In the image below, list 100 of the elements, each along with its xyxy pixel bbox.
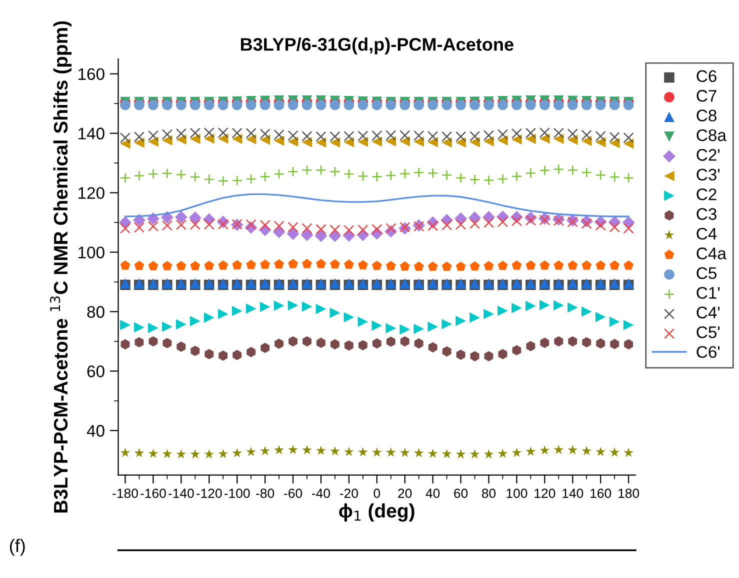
point <box>581 167 592 178</box>
point <box>302 258 312 268</box>
point <box>581 130 592 140</box>
point <box>483 217 494 228</box>
point <box>484 308 494 320</box>
point <box>260 220 270 230</box>
point <box>442 262 452 271</box>
point <box>567 134 578 145</box>
point <box>314 230 328 242</box>
point <box>469 218 480 229</box>
point <box>134 138 144 148</box>
point <box>302 130 312 142</box>
point <box>134 337 144 348</box>
point <box>344 340 354 351</box>
point <box>344 312 354 322</box>
point <box>483 174 494 186</box>
point <box>525 128 536 138</box>
point <box>316 224 326 235</box>
point <box>204 312 214 323</box>
point <box>188 211 202 224</box>
point <box>218 218 228 230</box>
point <box>246 304 256 314</box>
point <box>232 134 242 144</box>
point <box>134 260 144 270</box>
y-tick-label: 80 <box>87 306 104 318</box>
point <box>120 339 130 350</box>
point <box>554 444 564 454</box>
point <box>414 448 424 458</box>
point <box>512 345 522 356</box>
point <box>595 312 606 322</box>
x-tick-label: 100 <box>506 488 528 498</box>
x-tick-label: 60 <box>454 488 468 498</box>
point <box>260 302 270 312</box>
point <box>176 260 186 270</box>
point <box>455 131 466 142</box>
point <box>162 322 172 332</box>
point <box>120 320 130 330</box>
point <box>330 259 340 269</box>
point <box>414 167 424 178</box>
point <box>344 137 354 148</box>
point <box>134 170 144 182</box>
point <box>302 336 312 346</box>
x-tick-label: -180 <box>112 488 138 498</box>
point <box>470 312 480 323</box>
point <box>300 228 314 242</box>
point <box>539 214 550 226</box>
x-tick-label: 140 <box>562 488 584 498</box>
y-tick-label: 60 <box>87 365 104 378</box>
point <box>190 346 200 356</box>
point <box>498 306 508 316</box>
point <box>246 346 256 358</box>
point <box>623 320 634 330</box>
point <box>232 350 242 360</box>
point <box>470 137 480 148</box>
x-tick-label: -40 <box>312 488 330 498</box>
point <box>624 448 634 457</box>
point <box>568 336 578 346</box>
point <box>498 448 508 458</box>
point <box>120 132 131 144</box>
point <box>512 448 522 457</box>
point <box>539 127 550 138</box>
point <box>302 100 312 110</box>
point <box>330 224 340 236</box>
point <box>274 338 284 349</box>
point <box>442 100 452 110</box>
point <box>316 100 326 110</box>
point <box>511 171 522 182</box>
point <box>428 168 438 178</box>
point <box>568 260 578 270</box>
point <box>581 136 592 146</box>
point <box>288 222 298 232</box>
point <box>386 323 396 334</box>
point <box>539 165 550 176</box>
point <box>456 100 466 110</box>
point <box>246 260 256 270</box>
point <box>134 448 144 458</box>
point <box>316 258 326 268</box>
point <box>497 129 508 140</box>
point <box>498 260 508 270</box>
point <box>456 316 466 326</box>
x-tick-label: -80 <box>256 488 274 498</box>
point <box>232 306 242 316</box>
point <box>204 449 214 458</box>
point <box>176 169 186 180</box>
point <box>470 261 480 271</box>
point <box>344 224 354 236</box>
point <box>386 447 396 457</box>
point <box>218 127 228 138</box>
point <box>567 216 578 228</box>
point <box>358 447 368 456</box>
point <box>288 130 298 141</box>
point <box>581 100 592 110</box>
point <box>456 137 466 148</box>
point <box>456 449 466 458</box>
point <box>526 260 536 270</box>
point <box>218 350 228 361</box>
x-tick-label: -160 <box>140 488 166 498</box>
point <box>470 449 480 458</box>
point <box>316 131 326 142</box>
point <box>553 128 564 138</box>
